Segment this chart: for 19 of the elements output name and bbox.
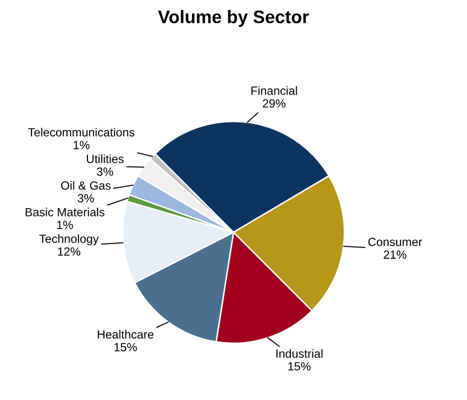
- slice-label: Consumer: [368, 238, 422, 246]
- slice-label: Technology: [39, 234, 99, 246]
- data-label: 3%: [78, 194, 94, 202]
- data-label: 21%: [384, 250, 406, 259]
- data-label: 1%: [57, 220, 73, 230]
- slice-label: Healthcare: [98, 330, 154, 339]
- slice-label: Basic Materials: [26, 208, 104, 216]
- data-label: 1%: [74, 140, 90, 150]
- slice-label: Oil & Gas: [61, 181, 111, 190]
- data-label: 29%: [262, 99, 286, 108]
- data-label: 15%: [114, 343, 137, 352]
- chart-title: Volume by Sector: [158, 10, 309, 27]
- slice-label: Telecommunications: [28, 128, 134, 136]
- data-label: 3%: [96, 167, 114, 176]
- data-label: 12%: [58, 247, 80, 256]
- slice-label: Financial: [251, 86, 297, 95]
- data-label: 15%: [288, 362, 311, 371]
- slice-label: Industrial: [276, 349, 322, 358]
- slice-label: Utilities: [86, 154, 124, 164]
